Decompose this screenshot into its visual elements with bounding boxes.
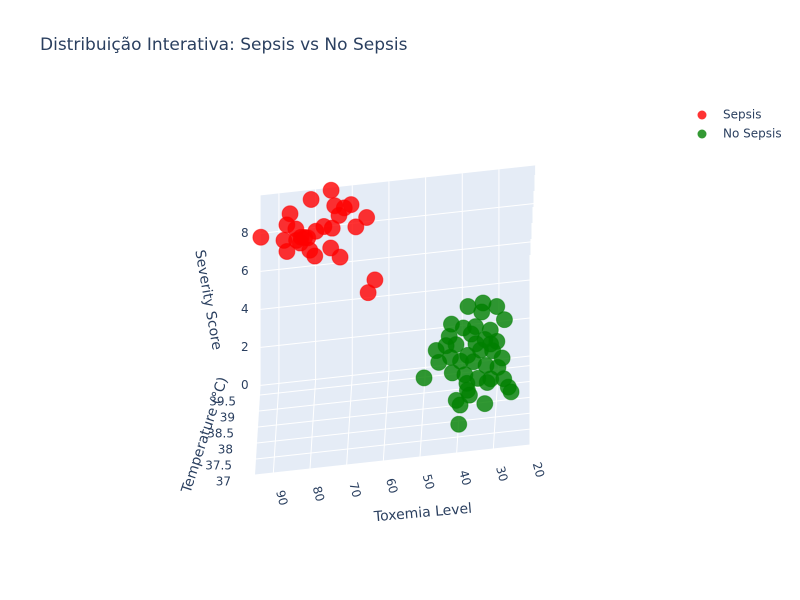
z-tick-label: 8	[241, 226, 249, 240]
data-point	[488, 298, 506, 316]
data-point	[476, 395, 494, 413]
grid-line	[255, 428, 532, 460]
data-point	[347, 218, 365, 236]
data-point	[415, 369, 433, 387]
grid-line	[309, 379, 317, 470]
data-point	[450, 415, 468, 433]
y-tick-label: 39.5	[209, 395, 236, 409]
x-tick-label: 50	[420, 473, 437, 491]
z-tick-label: 6	[241, 264, 249, 278]
z-tick-label: 4	[241, 302, 249, 316]
data-point	[451, 396, 469, 414]
y-tick-label: 39	[220, 411, 235, 425]
grid-line	[346, 375, 353, 466]
data-point	[482, 335, 500, 353]
legend-marker	[697, 110, 707, 120]
data-point	[478, 373, 496, 391]
data-point	[358, 208, 376, 226]
z-tick-label: 0	[241, 378, 249, 392]
x-tick-label: 60	[383, 477, 400, 495]
data-point	[288, 231, 306, 249]
legend-label: Sepsis	[723, 108, 761, 122]
data-point	[495, 311, 513, 329]
z-axis-title: Severity Score	[191, 249, 224, 352]
y-tick-label: 38.5	[207, 427, 234, 441]
legend-label: No Sepsis	[723, 127, 782, 141]
y-tick-label: 38	[218, 443, 233, 457]
data-point	[302, 190, 320, 208]
grid-line	[529, 279, 537, 370]
data-point	[359, 284, 377, 302]
y-tick-label: 37	[216, 475, 231, 489]
x-tick-label: 40	[456, 469, 473, 487]
x-tick-label: 70	[346, 481, 363, 499]
grid-line	[529, 355, 537, 446]
x-tick-label: 30	[493, 465, 510, 483]
data-point	[323, 219, 341, 237]
data-point	[322, 181, 340, 199]
data-point	[278, 243, 296, 260]
grid-line	[382, 371, 390, 462]
x-tick-label: 80	[310, 485, 327, 503]
grid-line	[260, 240, 536, 272]
data-point	[306, 247, 324, 265]
data-point	[473, 303, 491, 321]
y-tick-label: 37.5	[205, 459, 232, 473]
chart-title: Distribuição Interativa: Sepsis vs No Se…	[40, 35, 408, 55]
data-point	[467, 335, 485, 353]
data-point	[437, 337, 455, 355]
x-axis-title: Toxemia Level	[372, 501, 472, 526]
grid-line	[260, 202, 536, 234]
data-point	[252, 228, 270, 246]
grid-line	[260, 278, 536, 310]
legend-marker	[697, 129, 707, 139]
x-tick-label: 20	[530, 461, 547, 479]
grid-line	[529, 203, 537, 294]
grid-line	[529, 241, 537, 332]
data-point	[331, 248, 349, 266]
data-point	[502, 383, 520, 401]
z-tick-label: 2	[241, 340, 249, 354]
grid-line	[272, 383, 280, 474]
grid-line	[254, 444, 531, 476]
x-tick-label: 90	[273, 489, 290, 507]
grid-line	[256, 412, 533, 444]
grid-line	[529, 317, 537, 408]
